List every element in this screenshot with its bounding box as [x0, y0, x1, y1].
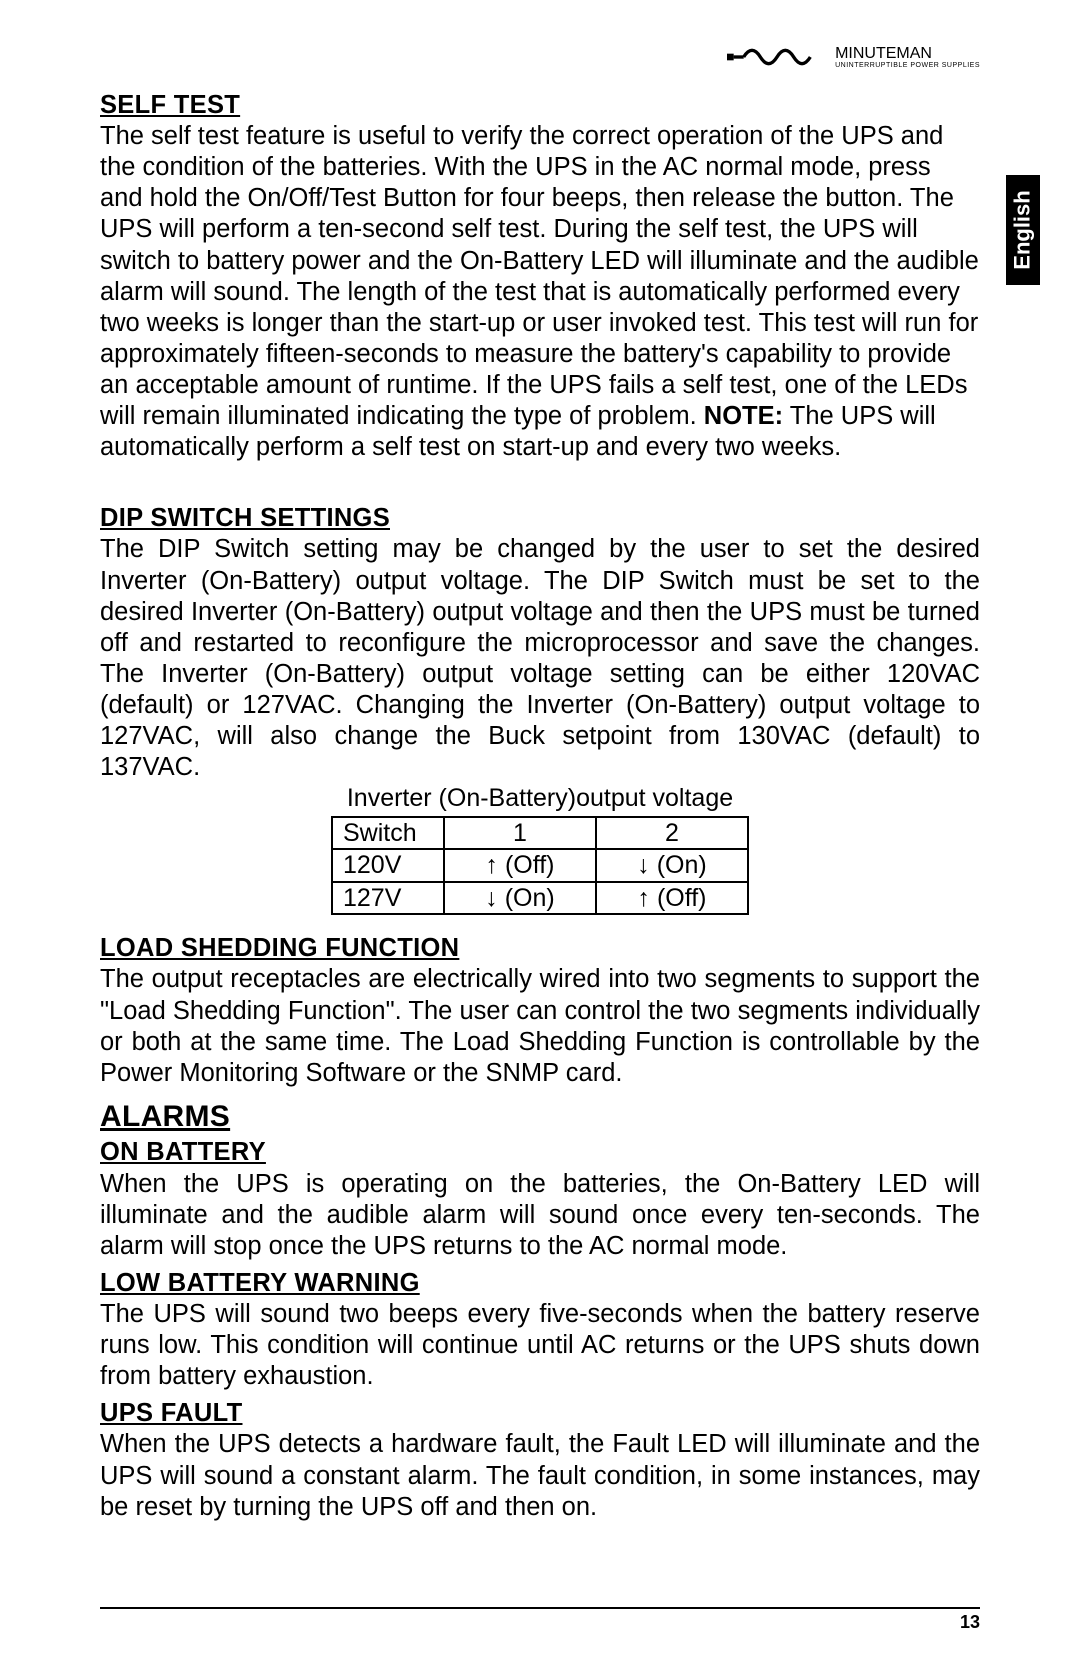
- on-battery-body: When the UPS is operating on the batteri…: [100, 1169, 980, 1262]
- arrow-up-icon: ↑: [638, 884, 651, 912]
- self-test-heading: SELF TEST: [100, 91, 240, 119]
- switch-state: (Off): [657, 884, 707, 912]
- brand-tagline: UNINTERRUPTIBLE POWER SUPPLIES: [835, 62, 980, 69]
- table-cell: Switch: [332, 817, 444, 850]
- low-battery-heading: LOW BATTERY WARNING: [100, 1269, 420, 1297]
- ups-fault-section: UPS FAULT When the UPS detects a hardwar…: [100, 1398, 980, 1522]
- note-label: NOTE:: [704, 402, 783, 430]
- table-cell: 120V: [332, 849, 444, 882]
- language-label: English: [1010, 190, 1036, 269]
- table-cell: 2: [596, 817, 748, 850]
- arrow-up-icon: ↑: [486, 851, 499, 879]
- self-test-section: SELF TEST The self test feature is usefu…: [100, 90, 980, 463]
- brand-name-left: MINUTE: [835, 46, 896, 62]
- table-cell: 127V: [332, 882, 444, 915]
- wave-plug-icon: [727, 42, 827, 72]
- ups-fault-heading: UPS FAULT: [100, 1399, 242, 1427]
- switch-state: (On): [657, 851, 707, 879]
- dip-table-caption: Inverter (On-Battery)output voltage: [100, 783, 980, 814]
- manual-page: MINUTEMAN UNINTERRUPTIBLE POWER SUPPLIES…: [0, 0, 1080, 1669]
- load-body: The output receptacles are electrically …: [100, 964, 980, 1088]
- table-cell: ↑ (Off): [444, 849, 596, 882]
- low-battery-section: LOW BATTERY WARNING The UPS will sound t…: [100, 1268, 980, 1392]
- table-row: Switch 1 2: [332, 817, 748, 850]
- load-shedding-section: LOAD SHEDDING FUNCTION The output recept…: [100, 933, 980, 1089]
- dip-body: The DIP Switch setting may be changed by…: [100, 534, 980, 783]
- brand-logo: MINUTEMAN UNINTERRUPTIBLE POWER SUPPLIES: [727, 42, 980, 72]
- language-tab: English: [1006, 175, 1040, 285]
- table-row: 127V ↓ (On) ↑ (Off): [332, 882, 748, 915]
- brand-text: MINUTEMAN UNINTERRUPTIBLE POWER SUPPLIES: [835, 46, 980, 69]
- switch-state: (Off): [505, 851, 555, 879]
- on-battery-heading: ON BATTERY: [100, 1138, 266, 1166]
- arrow-down-icon: ↓: [637, 851, 650, 879]
- table-cell: ↓ (On): [444, 882, 596, 915]
- self-test-body: The self test feature is useful to verif…: [100, 122, 979, 461]
- alarms-heading: ALARMS: [100, 1099, 980, 1136]
- on-battery-section: ON BATTERY When the UPS is operating on …: [100, 1137, 980, 1261]
- page-content: SELF TEST The self test feature is usefu…: [100, 90, 980, 1523]
- table-row: 120V ↑ (Off) ↓ (On): [332, 849, 748, 882]
- ups-fault-body: When the UPS detects a hardware fault, t…: [100, 1429, 980, 1522]
- table-cell: ↓ (On): [596, 849, 748, 882]
- dip-switch-section: DIP SWITCH SETTINGS The DIP Switch setti…: [100, 503, 980, 783]
- dip-heading: DIP SWITCH SETTINGS: [100, 504, 390, 532]
- page-number: 13: [960, 1612, 980, 1633]
- table-cell: ↑ (Off): [596, 882, 748, 915]
- footer-divider: [100, 1607, 980, 1609]
- load-heading: LOAD SHEDDING FUNCTION: [100, 934, 459, 962]
- self-test-body-text: The self test feature is useful to verif…: [100, 122, 979, 430]
- brand-name-right: MAN: [896, 46, 932, 62]
- arrow-down-icon: ↓: [485, 884, 498, 912]
- switch-state: (On): [505, 884, 555, 912]
- table-cell: 1: [444, 817, 596, 850]
- low-battery-body: The UPS will sound two beeps every five-…: [100, 1299, 980, 1392]
- dip-switch-table: Switch 1 2 120V ↑ (Off) ↓ (On) 127V ↓ (O…: [331, 816, 749, 916]
